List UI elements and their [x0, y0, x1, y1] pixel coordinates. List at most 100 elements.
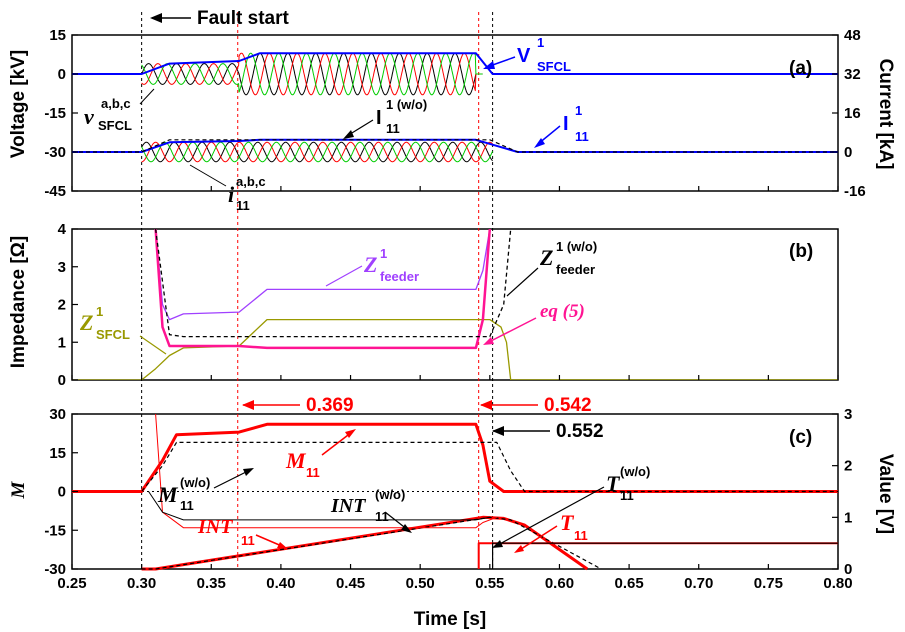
Zfeeder-sup: 1	[380, 246, 387, 261]
ytick-label: 0	[58, 372, 66, 389]
M11wo-main: M	[157, 482, 179, 507]
ytick-label: -30	[44, 144, 66, 161]
V-sfcl-main: V	[517, 45, 531, 67]
annotation-Z-feeder: Z 1 feeder	[325, 246, 419, 287]
time-mark-0552: 0.552	[492, 421, 604, 442]
V-sfcl-arrowhead	[483, 61, 495, 69]
Zfeeder-pointer	[325, 265, 363, 287]
I11wo-arrowhead	[343, 130, 354, 139]
M11-arrow	[321, 431, 353, 456]
xtick-label: 0.35	[197, 575, 226, 592]
ytick-label: 32	[844, 66, 861, 83]
ytick-label: 0	[58, 484, 66, 501]
M11-curve	[72, 422, 838, 493]
M11wo-arrow	[213, 469, 251, 489]
V-sfcl-sup: 1	[537, 35, 544, 50]
I11-arrowhead	[534, 138, 545, 148]
i11-main: i	[228, 182, 235, 207]
T11-main: T	[560, 510, 575, 535]
current-axis-title: Current [kA]	[875, 59, 896, 170]
Zfeeder-sub: feeder	[380, 269, 419, 284]
panel-label-b: (b)	[789, 241, 813, 262]
i11-phase-1	[141, 141, 493, 163]
INT11-sub: 11	[241, 533, 255, 548]
I11-sub: 11	[575, 129, 589, 144]
ytick-label: 1	[58, 334, 66, 351]
xtick-label: 0.80	[823, 575, 852, 592]
v-sfcl-pointer	[139, 88, 155, 105]
Zsfcl-sub: SFCL	[96, 327, 130, 342]
Zfeederwo-pointer	[506, 267, 539, 297]
panel-frame-0	[71, 34, 839, 192]
fault-start-arrowhead	[150, 13, 162, 23]
INT11-arrowhead	[277, 542, 288, 549]
I11-sup: 1	[575, 103, 582, 118]
t0552-arrowhead	[492, 426, 504, 436]
V-sfcl-envelope	[72, 52, 838, 75]
t0542-label: 0.542	[544, 395, 592, 416]
ytick-label: -15	[44, 105, 66, 122]
xtick-label: 0.70	[684, 575, 713, 592]
ytick-label: -45	[44, 183, 66, 200]
I11wo-main: I	[376, 107, 382, 129]
xtick-label: 0.60	[545, 575, 574, 592]
xtick-label: 0.50	[406, 575, 435, 592]
t0369-label: 0.369	[306, 395, 354, 416]
ytick-label: 48	[844, 27, 861, 44]
impedance-axis-title: Impedance [Ω]	[8, 236, 29, 368]
I11-main: I	[563, 113, 569, 135]
i11-pointer	[189, 164, 227, 187]
v-sfcl-phase-1	[141, 52, 483, 96]
T11-sub: 11	[574, 528, 588, 543]
ytick-label: 15	[49, 27, 66, 44]
xtick-label: 0.75	[754, 575, 783, 592]
T11-curve	[477, 542, 838, 569]
v-sfcl-main: v	[84, 104, 94, 129]
INT11wo-sub: 11	[375, 509, 389, 524]
INT11-main: INT	[197, 516, 233, 538]
T11-arrow	[517, 525, 558, 552]
panel-b-curves	[72, 229, 838, 380]
value-axis-title: Value [V]	[875, 454, 896, 534]
Zfeederwo-sup: 1 (w/o)	[556, 239, 597, 254]
t0552-label: 0.552	[556, 421, 604, 442]
t0542-arrowhead	[480, 400, 492, 410]
annotation-M11-wo: M (w/o) 11	[157, 468, 254, 513]
M11-wo-raw-curve	[148, 491, 490, 521]
t0369-arrowhead	[242, 400, 254, 410]
i11-phase-2	[141, 141, 494, 163]
time-mark-0542: 0.542	[480, 395, 592, 416]
time-mark-0369: 0.369	[242, 395, 354, 416]
M11-raw-curve	[155, 413, 497, 529]
voltage-axis-title: Voltage [kV]	[8, 50, 29, 158]
xtick-label: 0.30	[127, 575, 156, 592]
panel-label-a: (a)	[789, 58, 812, 79]
i11-sub: 11	[236, 198, 250, 213]
ytick-label: 4	[58, 221, 67, 238]
annotation-eq5: eq (5)	[483, 301, 585, 345]
INT11wo-sup: (w/o)	[375, 487, 405, 502]
INT11wo-main: INT	[330, 495, 366, 517]
ytick-label: 0	[844, 561, 852, 578]
panel-frame-1	[71, 228, 839, 381]
M11wo-sup: (w/o)	[180, 475, 210, 490]
T11wo-arrowhead	[492, 540, 503, 548]
ytick-label: -15	[44, 522, 66, 539]
T11wo-main: T	[606, 471, 621, 496]
T11wo-sup: (w/o)	[620, 464, 650, 479]
ytick-label: 15	[49, 445, 66, 462]
annotation-v-sfcl: v a,b,c SFCL	[84, 88, 155, 133]
ytick-label: 16	[844, 105, 861, 122]
ytick-label: 3	[58, 259, 66, 276]
eq5-arrow	[486, 317, 537, 344]
ytick-label: 2	[58, 297, 66, 314]
Zfeeder-main: Z	[363, 252, 377, 277]
ytick-label: 3	[844, 406, 852, 423]
xtick-label: 0.45	[336, 575, 365, 592]
Zsfcl-sup: 1	[96, 304, 103, 319]
annotation-i11-abc: i a,b,c 11	[189, 164, 266, 213]
i11-sup: a,b,c	[236, 174, 266, 189]
m-axis-title: M	[8, 480, 29, 499]
T11wo-arrow	[495, 486, 605, 547]
